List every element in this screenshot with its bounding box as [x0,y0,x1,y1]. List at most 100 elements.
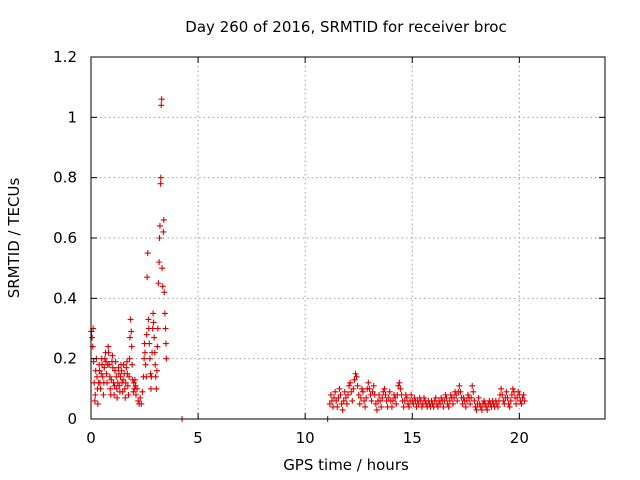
data-point [128,328,135,335]
data-point [345,391,351,398]
data-point [130,388,137,395]
data-point [105,343,112,350]
data-point [137,394,144,401]
data-point [372,400,379,407]
data-point [440,403,447,410]
data-point [369,388,376,395]
data-point [91,397,98,404]
data-point [149,325,156,332]
data-point [484,406,491,413]
data-point [106,373,113,380]
data-point [99,361,106,368]
data-point [403,394,410,401]
data-point [96,367,103,374]
data-point [109,364,116,371]
data-point [378,403,385,410]
data-point [156,235,163,241]
data-point [153,367,160,374]
data-point [468,394,475,401]
data-point [519,394,526,401]
data-point [366,385,373,392]
data-point [400,403,407,410]
x-tick-label: 10 [296,429,315,447]
data-point [120,376,127,383]
data-point [494,403,501,410]
data-point [443,394,450,401]
data-point [141,355,148,362]
data-point [471,397,478,404]
data-point [124,382,131,389]
data-point [153,385,160,392]
data-point [117,373,124,380]
data-point [147,385,154,392]
data-point [335,394,342,401]
data-point [152,373,159,380]
x-tick-label: 0 [86,429,96,447]
data-point [161,289,168,296]
data-point [493,400,500,407]
data-point [379,394,386,401]
data-point [421,394,428,401]
data-point [346,382,353,389]
data-point [470,388,477,395]
data-point [333,397,340,404]
data-point [389,397,396,404]
data-point [393,400,400,407]
data-point [463,397,470,404]
data-point [469,382,476,389]
data-point [336,385,343,392]
data-point [163,355,170,362]
y-tick-label: 0.4 [53,289,77,307]
data-point [146,340,153,347]
data-point [376,391,383,398]
data-point [162,325,169,332]
x-tick-label: 20 [510,429,529,447]
data-point [108,376,115,383]
data-point [508,391,515,398]
data-point [126,334,133,341]
y-axis-label: SRMTID / TECUs [5,178,23,299]
data-point [509,385,516,392]
data-point [134,385,141,392]
data-point [150,319,157,326]
data-point [151,349,158,356]
data-point [145,316,152,323]
data-point [98,370,105,377]
data-point [125,391,132,398]
grid [91,57,605,419]
data-point [121,385,128,392]
data-point [113,385,120,392]
data-point [124,370,131,377]
data-point [478,406,485,413]
axis-ticks [90,56,605,420]
data-point [352,370,359,377]
tick-labels: 0 5 10 15 20 0 0.2 0.4 0.6 0.8 1 1.2 [53,48,529,447]
data-point [504,394,511,401]
data-point [126,355,133,362]
data-point [473,406,480,413]
data-point [150,310,157,317]
data-point [156,222,163,229]
data-point [141,349,148,356]
data-point [441,397,448,404]
data-point [451,394,458,401]
data-point [411,394,418,401]
data-point [122,379,129,386]
data-point [161,310,168,317]
data-point [467,400,474,407]
data-point [404,400,411,407]
data-point [453,391,460,398]
data-point [381,385,388,392]
data-point [119,388,126,395]
data-point [395,382,402,389]
data-point [444,400,451,407]
data-point [459,400,466,407]
data-point [89,334,96,341]
data-point [343,400,350,407]
data-point [464,391,471,398]
data-point [114,394,121,401]
data-point [341,388,348,395]
data-point [513,400,520,407]
data-point [327,391,334,398]
data-point [392,394,399,401]
